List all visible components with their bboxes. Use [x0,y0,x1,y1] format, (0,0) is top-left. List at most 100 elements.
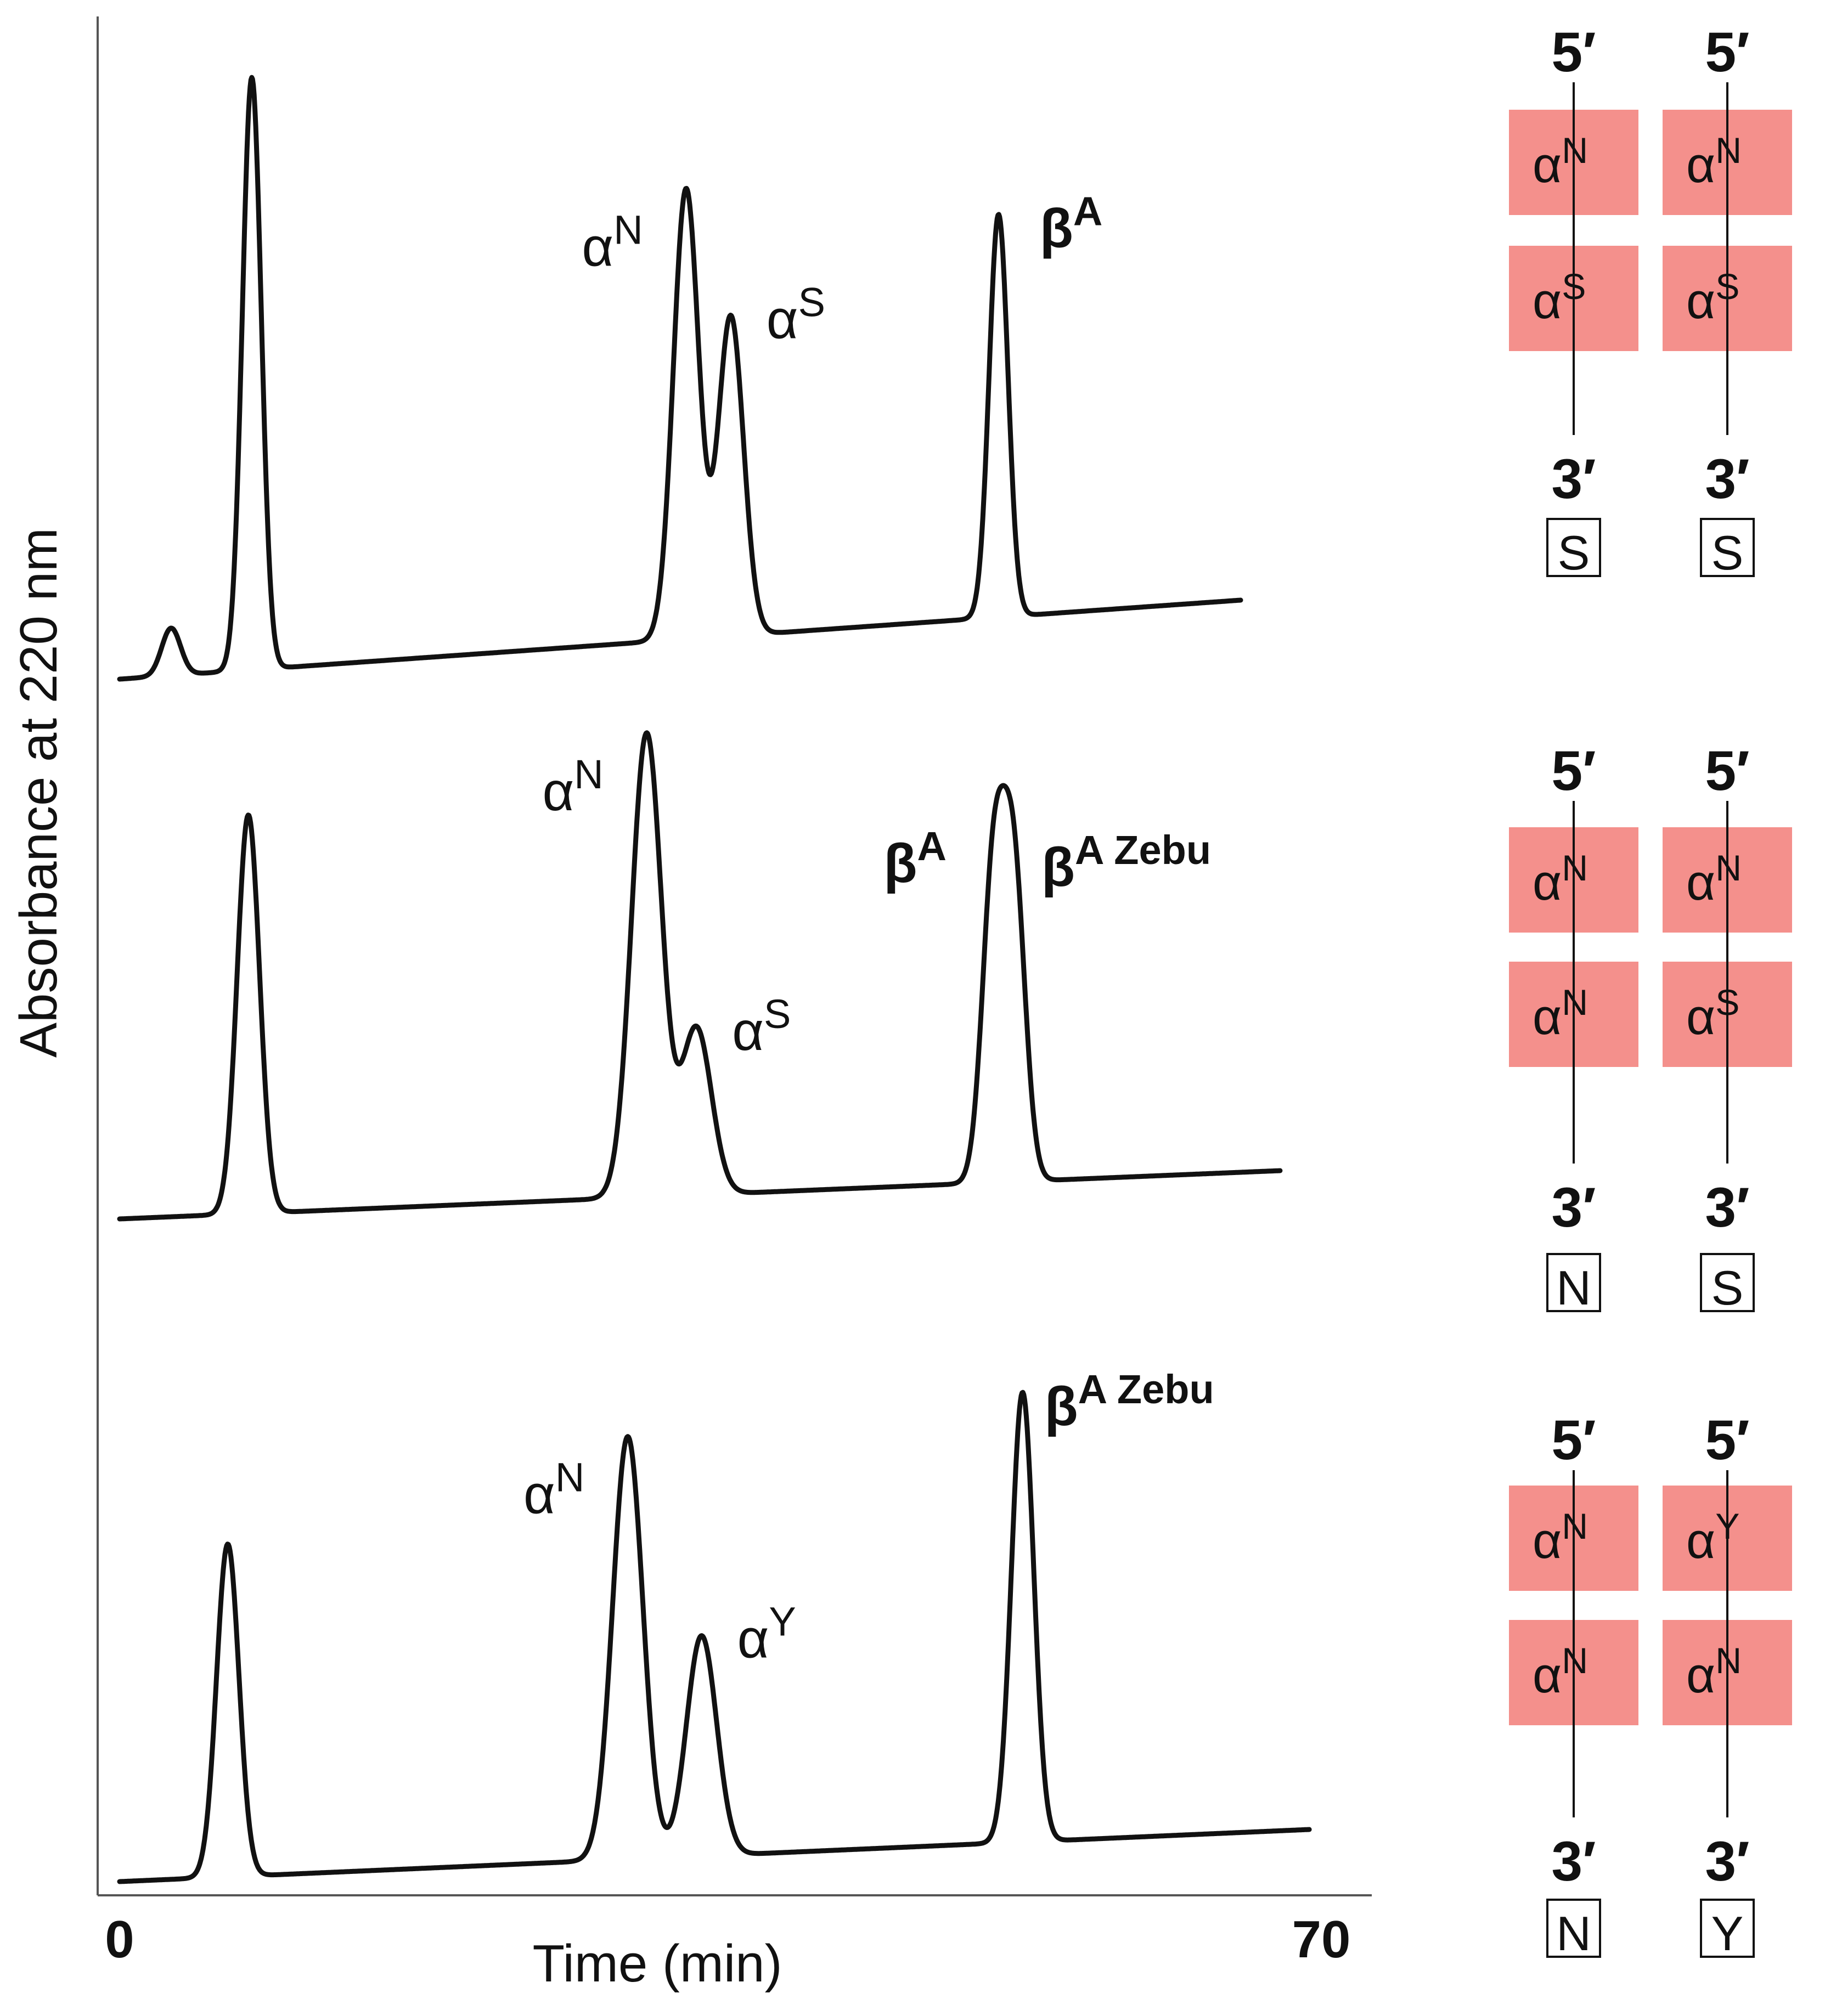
peak-label-sup: N [555,1455,584,1500]
peak-label-bottom-3: βA Zebu [1045,1366,1214,1437]
gene-label: αN [1533,848,1588,911]
five-prime-label: 5′ [1551,1409,1596,1471]
peak-label-middle-1: αN [542,752,603,822]
peak-label-sup: A [917,823,946,869]
five-prime-label: 5′ [1705,1409,1749,1471]
allele-label: S [1558,526,1590,580]
gene-label: αS [1686,267,1739,329]
peak-label-bottom-2: αY [737,1599,796,1670]
gene-label-base: α [1533,855,1562,911]
chromatogram-traces [117,75,1312,1884]
peak-label-base: α [542,761,574,822]
gene-label-sup: N [1715,1641,1742,1681]
gene-label-sup: N [1562,982,1588,1023]
allele-box [1700,518,1755,577]
gene-label-sup: N [1562,1641,1588,1681]
gene-label-base: α [1533,1513,1562,1569]
gene-label-sup: N [1562,131,1588,171]
gene-label: αN [1533,1641,1588,1703]
gene-label: αN [1686,848,1742,911]
peak-label-base: β [1041,837,1075,898]
five-prime-label: 5′ [1705,739,1749,802]
y-axis-label: Absorbance at 220 nm [9,528,68,1058]
peak-label-base: β [883,833,917,894]
three-prime-label: 3′ [1551,1830,1596,1893]
peak-label-middle-4: βA Zebu [1041,827,1211,898]
peak-label-sup: S [764,991,791,1037]
peak-label-top-3: αS [767,279,825,350]
peak-label-base: α [582,216,613,278]
peak-label-bottom-1: αN [523,1455,584,1526]
allele-label: N [1556,1261,1591,1315]
peak-label-base: β [1045,1376,1078,1437]
gene-label: αN [1686,131,1742,193]
three-prime-label: 3′ [1551,1176,1596,1239]
allele-box [1700,1253,1755,1312]
three-prime-label: 3′ [1705,1176,1749,1239]
allele-box [1546,1899,1601,1958]
gene-label-sup: N [1715,848,1742,889]
peak-label-top-2: αN [582,207,643,278]
gene-label-base: α [1533,137,1562,193]
gene-label-base: α [1533,273,1562,329]
peak-label-sup: A [1073,189,1102,234]
peak-label-sup: N [574,752,603,797]
three-prime-label: 3′ [1705,448,1749,510]
trace-middle [117,730,1283,1222]
peak-label-base: α [767,289,798,350]
gene-label: αS [1533,267,1586,329]
peak-label-base: α [737,1608,769,1670]
five-prime-label: 5′ [1551,21,1596,83]
gene-label-base: α [1686,1647,1715,1703]
gene-label-sup: N [1715,131,1742,171]
gene-label-sup: N [1562,848,1588,889]
gene-label-sup: S [1715,982,1739,1023]
peak-label-middle-3: βA [883,823,947,894]
peak-label-middle-2: αS [732,991,791,1062]
x-tick-label-start: 0 [105,1910,134,1969]
gene-label-sup: S [1715,267,1739,307]
gene-label: αS [1686,982,1739,1045]
gene-label-base: α [1686,855,1715,911]
trace-bottom [117,1390,1312,1884]
allele-label: N [1556,1906,1591,1961]
allele-box [1700,1899,1755,1958]
gene-label: αY [1686,1506,1739,1569]
five-prime-label: 5′ [1705,21,1749,83]
peak-label-sup: A Zebu [1078,1366,1214,1412]
peak-label-base: β [1040,198,1073,259]
peak-label-base: α [523,1464,555,1526]
peak-label-base: α [732,1001,764,1062]
gene-label: αN [1533,982,1588,1045]
five-prime-label: 5′ [1551,739,1596,802]
x-tick-label-end: 70 [1292,1910,1351,1969]
gene-label-base: α [1686,989,1715,1045]
gene-label-sup: S [1562,267,1586,307]
gene-label: αN [1686,1641,1742,1703]
gene-label-base: α [1686,1513,1715,1569]
allele-label: S [1711,1261,1744,1315]
peak-label-sup: S [798,279,825,325]
allele-label: S [1711,526,1744,580]
three-prime-label: 3′ [1551,448,1596,510]
peak-label-sup: A Zebu [1075,827,1211,873]
gene-label-sup: Y [1715,1506,1739,1547]
allele-box [1546,1253,1601,1312]
x-axis-label: Time (min) [532,1934,782,1993]
peak-label-top-4: βA [1040,189,1103,259]
gene-label: αN [1533,131,1588,193]
trace-top [117,75,1243,682]
gene-label-base: α [1686,137,1715,193]
gene-label-base: α [1533,1647,1562,1703]
gene-label: αN [1533,1506,1588,1569]
allele-box [1546,518,1601,577]
allele-label: Y [1711,1906,1744,1961]
peak-label-sup: Y [769,1599,796,1645]
